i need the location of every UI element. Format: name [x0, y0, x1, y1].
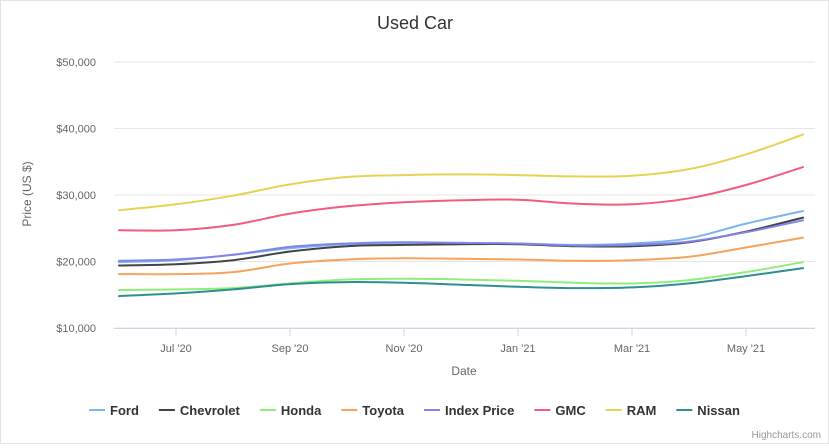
legend-label: Toyota	[362, 403, 404, 418]
x-tick-label: Jul '20	[160, 343, 191, 355]
y-tick-label: $10,000	[56, 323, 96, 335]
legend-item-honda[interactable]: Honda	[259, 403, 322, 418]
y-tick-label: $50,000	[56, 57, 96, 69]
legend-label: GMC	[555, 403, 586, 418]
x-axis-tick-labels: Jul '20 Sep '20 Nov '20 Jan '21 Mar '21 May '…	[114, 328, 815, 355]
y-tick-label: $20,000	[56, 257, 96, 269]
legend-item-index-price[interactable]: Index Price	[424, 403, 514, 418]
x-tick-label: Sep '20	[272, 343, 309, 355]
legend-item-gmc[interactable]: GMC	[534, 403, 586, 418]
legend-label: Honda	[281, 403, 322, 418]
x-axis-title: Date	[451, 364, 477, 378]
series-line-nissan[interactable]	[118, 267, 804, 298]
series-line-ram[interactable]	[118, 133, 804, 212]
x-tick-label: Nov '20	[386, 343, 423, 355]
credits-link[interactable]: Highcharts.com	[752, 430, 821, 441]
legend-item-toyota[interactable]: Toyota	[341, 403, 405, 418]
legend-label: Chevrolet	[180, 403, 241, 418]
legend-item-ram[interactable]: RAM	[605, 403, 657, 418]
y-axis-tick-labels: $10,000 $20,000 $30,000 $40,000 $50,000	[56, 57, 96, 335]
series-line-index-price[interactable]	[118, 219, 804, 262]
y-tick-label: $30,000	[56, 190, 96, 202]
series-lines	[118, 133, 804, 298]
x-tick-label: Mar '21	[614, 343, 650, 355]
legend-item-ford[interactable]: Ford	[89, 403, 139, 418]
legend-label: Ford	[110, 403, 139, 418]
legend-label: Index Price	[445, 403, 514, 418]
legend-item-nissan[interactable]: Nissan	[676, 403, 740, 418]
legend-label: Nissan	[697, 403, 740, 418]
series-line-honda[interactable]	[118, 261, 804, 292]
legend: Ford Chevrolet Honda Toyota Index Price GMC RA…	[89, 403, 740, 418]
y-tick-label: $40,000	[56, 124, 96, 136]
series-line-toyota[interactable]	[118, 236, 804, 276]
series-line-gmc[interactable]	[118, 166, 804, 232]
y-axis-title: Price (US $)	[20, 161, 34, 226]
legend-item-chevrolet[interactable]: Chevrolet	[158, 403, 241, 418]
x-tick-label: Jan '21	[500, 343, 535, 355]
chart-title: Used Car	[377, 13, 453, 33]
legend-label: RAM	[627, 403, 657, 418]
x-tick-label: May '21	[727, 343, 765, 355]
